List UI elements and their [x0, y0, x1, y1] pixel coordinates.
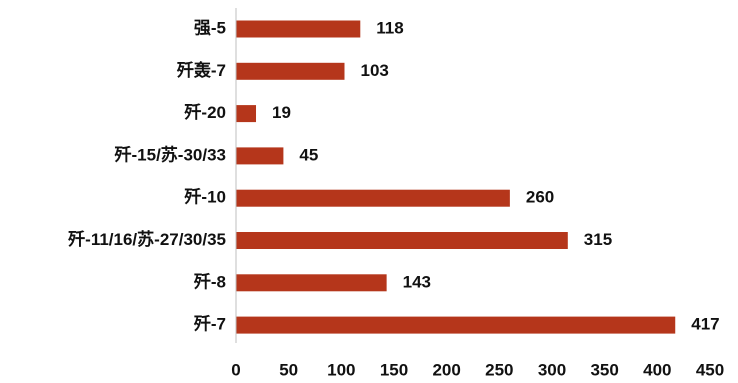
bar — [236, 274, 387, 292]
x-tick-label: 200 — [432, 360, 460, 379]
x-tick-label: 50 — [279, 360, 298, 379]
value-label: 118 — [376, 18, 403, 37]
x-tick-label: 400 — [643, 360, 671, 379]
x-tick-label: 250 — [485, 360, 513, 379]
bar — [236, 232, 568, 249]
bar — [236, 316, 676, 334]
category-label: 强-5 — [194, 18, 226, 37]
category-label: 歼-15/苏-30/33 — [114, 144, 227, 164]
x-tick-label: 100 — [327, 360, 355, 379]
bar — [236, 62, 345, 80]
x-tick-label: 350 — [590, 360, 618, 379]
value-label: 260 — [526, 188, 554, 207]
value-label: 19 — [272, 103, 291, 122]
bar — [236, 147, 284, 165]
category-label: 歼-20 — [183, 103, 226, 122]
value-label: 103 — [360, 61, 388, 80]
x-tick-label: 450 — [696, 360, 724, 379]
category-label: 歼-8 — [193, 272, 226, 291]
bars-layer — [236, 20, 676, 334]
category-label: 歼轰-7 — [176, 60, 226, 80]
category-label: 歼-11/16/苏-27/30/35 — [67, 229, 226, 249]
value-label: 417 — [691, 315, 719, 334]
x-tick-label: 0 — [231, 360, 240, 379]
value-label: 315 — [584, 230, 612, 249]
bar — [236, 189, 510, 207]
x-tick-label: 150 — [380, 360, 408, 379]
category-label: 歼-10 — [183, 188, 226, 207]
value-label: 143 — [403, 272, 431, 291]
bar — [236, 20, 361, 38]
value-label: 45 — [299, 145, 318, 164]
labels-layer: 强-5 118 歼轰-7 103 歼-20 19 歼-15/苏-30/33 45 歼-10 260… — [67, 18, 724, 379]
category-label: 歼-7 — [193, 315, 226, 334]
x-tick-label: 300 — [538, 360, 566, 379]
bar — [236, 105, 257, 123]
